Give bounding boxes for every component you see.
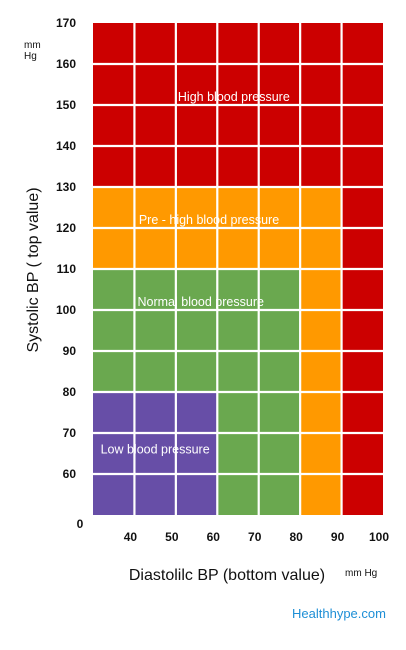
y-tick-label: 80: [63, 385, 77, 399]
y-tick-label: 60: [63, 467, 77, 481]
x-tick-label: 70: [248, 530, 262, 544]
origin-label: 0: [77, 517, 84, 531]
y-tick-label: 150: [56, 98, 76, 112]
y-tick-labels: 60 70 80 90 100 110 120 130 140 150 160 170: [56, 16, 76, 481]
x-tick-label: 90: [331, 530, 345, 544]
x-tick-labels: 40 50 60 70 80 90 100: [124, 530, 390, 544]
grid: [93, 23, 383, 515]
y-unit-line-1: mm: [24, 40, 41, 51]
x-tick-label: 100: [369, 530, 389, 544]
zone-labels: High blood pressure Pre - high blood pres…: [101, 90, 290, 457]
y-tick-label: 120: [56, 221, 76, 235]
x-unit-label: mm Hg: [345, 568, 377, 579]
y-tick-label: 100: [56, 303, 76, 317]
y-tick-label: 110: [57, 262, 77, 276]
y-unit-line-2: Hg: [24, 51, 37, 62]
y-tick-label: 170: [56, 16, 76, 30]
x-tick-label: 80: [289, 530, 303, 544]
zone-label-2: Normal blood pressure: [137, 295, 263, 309]
y-tick-label: 140: [56, 139, 76, 153]
zone-label-1: Pre - high blood pressure: [139, 213, 279, 227]
y-axis-title: Systolic BP ( top value): [25, 187, 42, 352]
x-tick-label: 60: [207, 530, 221, 544]
zone-3: [93, 392, 218, 515]
x-tick-label: 50: [165, 530, 179, 544]
credit-link[interactable]: Healthhype.com: [292, 606, 386, 621]
x-axis-title: Diastolilc BP (bottom value): [129, 567, 325, 584]
y-tick-label: 70: [63, 426, 77, 440]
x-tick-label: 40: [124, 530, 138, 544]
y-tick-label: 160: [56, 57, 76, 71]
y-tick-label: 90: [63, 344, 77, 358]
zone-label-0: High blood pressure: [178, 90, 290, 104]
y-tick-label: 130: [56, 180, 76, 194]
zone-label-3: Low blood pressure: [101, 443, 210, 457]
